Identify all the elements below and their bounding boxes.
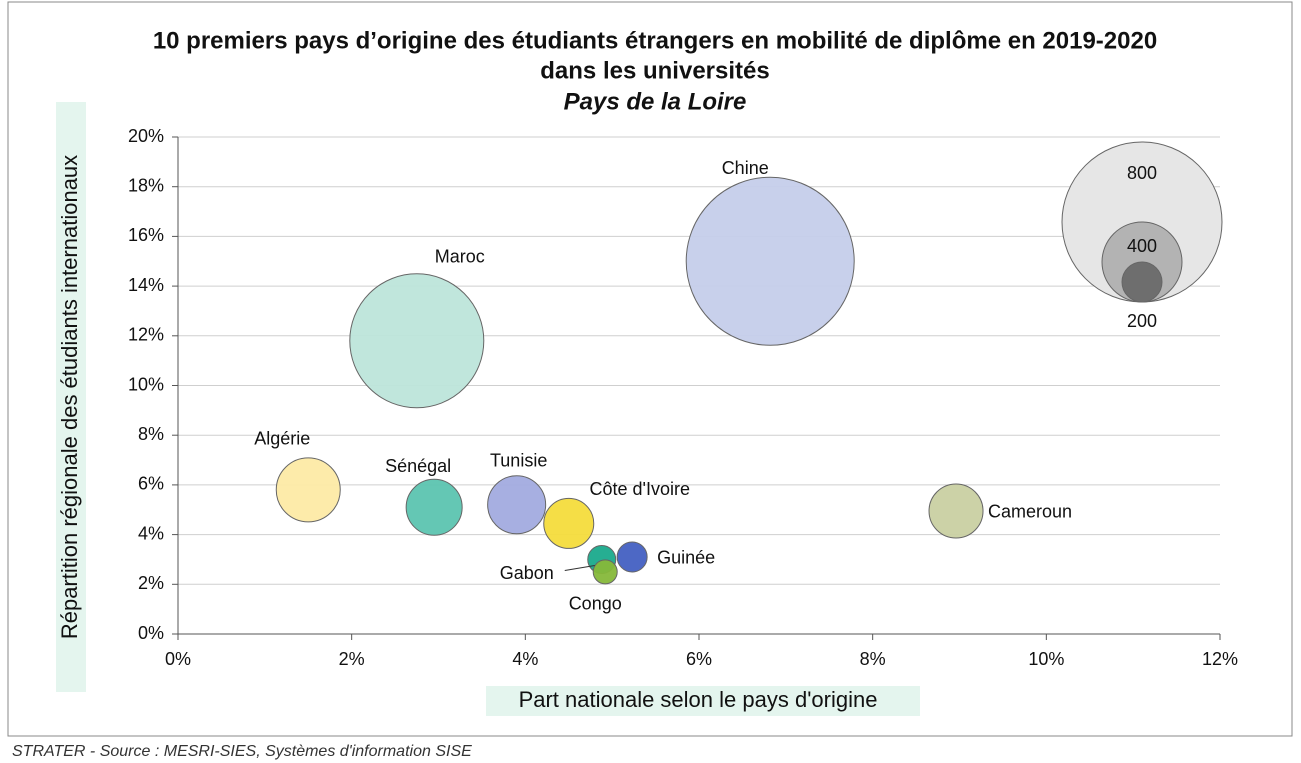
bubble-label: Gabon bbox=[500, 563, 554, 583]
y-tick-label: 0% bbox=[138, 623, 164, 643]
x-tick-label: 0% bbox=[165, 649, 191, 669]
bubble bbox=[275, 457, 341, 523]
bubble-label: Cameroun bbox=[988, 502, 1072, 522]
y-tick-label: 12% bbox=[128, 325, 164, 345]
bubble-label: Tunisie bbox=[490, 451, 547, 471]
y-tick-label: 8% bbox=[138, 424, 164, 444]
source-note: STRATER - Source : MESRI-SIES, Systèmes … bbox=[12, 743, 472, 760]
chart-subtitle: Pays de la Loire bbox=[564, 88, 747, 115]
x-tick-label: 12% bbox=[1202, 649, 1238, 669]
bubble-label: Maroc bbox=[435, 247, 485, 267]
size-legend-label: 200 bbox=[1127, 311, 1157, 331]
x-tick-label: 10% bbox=[1028, 649, 1064, 669]
bubble-label: Chine bbox=[722, 158, 769, 178]
y-tick-label: 14% bbox=[128, 275, 164, 295]
bubble bbox=[616, 541, 648, 573]
size-legend-label: 800 bbox=[1127, 163, 1157, 183]
x-tick-label: 8% bbox=[860, 649, 886, 669]
y-tick-label: 16% bbox=[128, 225, 164, 245]
y-tick-label: 4% bbox=[138, 523, 164, 543]
x-axis-label: Part nationale selon le pays d'origine bbox=[519, 687, 878, 712]
y-tick-label: 20% bbox=[128, 126, 164, 146]
y-tick-label: 18% bbox=[128, 175, 164, 195]
bubble bbox=[685, 176, 855, 346]
y-tick-label: 10% bbox=[128, 374, 164, 394]
y-tick-label: 6% bbox=[138, 474, 164, 494]
bubble-label: Côte d'Ivoire bbox=[590, 479, 691, 499]
chart-frame bbox=[7, 1, 1293, 737]
bubble bbox=[349, 273, 485, 409]
x-tick-label: 4% bbox=[512, 649, 538, 669]
bubble-label: Algérie bbox=[254, 429, 310, 449]
bubble bbox=[487, 475, 547, 535]
x-tick-label: 6% bbox=[686, 649, 712, 669]
bubble-label: Congo bbox=[569, 594, 622, 614]
bubble-label: Guinée bbox=[657, 548, 715, 568]
bubble bbox=[592, 559, 618, 585]
bubble bbox=[928, 483, 984, 539]
y-axis-label: Répartition régionale des étudiants inte… bbox=[57, 155, 82, 639]
y-label-bg bbox=[56, 102, 86, 692]
chart-title-line2: dans les universités bbox=[540, 57, 769, 84]
y-tick-label: 2% bbox=[138, 573, 164, 593]
bubble bbox=[543, 497, 595, 549]
size-legend-label: 400 bbox=[1127, 236, 1157, 256]
x-label-bg bbox=[486, 686, 920, 716]
size-legend-bubble bbox=[1121, 261, 1163, 303]
leader-line bbox=[564, 564, 595, 571]
x-tick-label: 2% bbox=[339, 649, 365, 669]
bubble-label: Sénégal bbox=[385, 456, 451, 476]
chart-title: 10 premiers pays d’origine des étudiants… bbox=[153, 27, 1157, 54]
bubble bbox=[405, 478, 463, 536]
